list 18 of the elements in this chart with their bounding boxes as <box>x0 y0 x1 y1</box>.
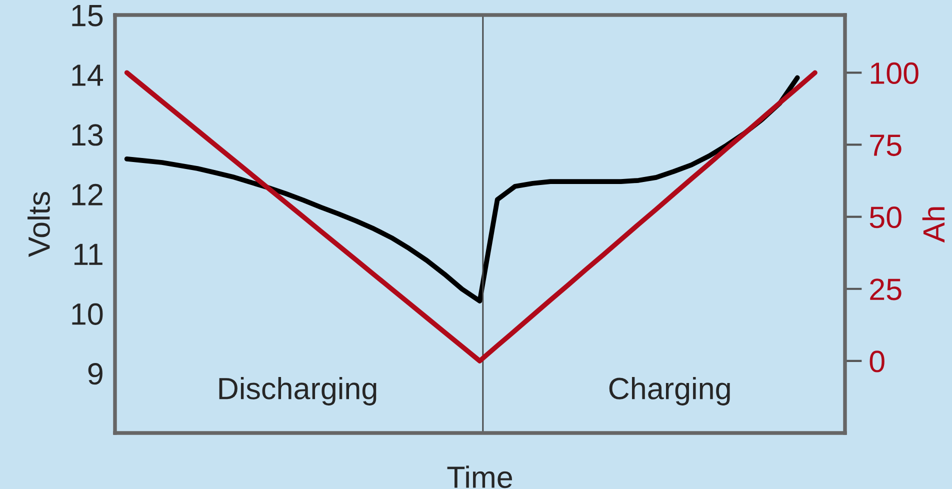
annotation: Discharging <box>219 376 376 406</box>
y-tick-label: 9 <box>88 363 102 385</box>
y2-tick-label: 0 <box>870 350 884 372</box>
line-series <box>124 70 818 364</box>
y2-tick-label: 75 <box>870 134 902 156</box>
y-axis-title: Volts <box>28 192 50 257</box>
y2-axis-title: Ah <box>922 207 945 243</box>
y2-tick-label: 50 <box>870 206 902 228</box>
y-tick-label: 15 <box>72 5 103 26</box>
y2-tick-label: 25 <box>870 278 902 300</box>
y-tick-label: 13 <box>72 124 103 146</box>
y-tick-label: 14 <box>72 64 103 86</box>
x-axis-title: Time <box>447 466 512 488</box>
y2-tick-label: 100 <box>870 62 918 84</box>
annotation: Charging <box>609 376 730 406</box>
y-tick-label: 11 <box>74 244 102 265</box>
y-tick-label: 10 <box>72 303 103 325</box>
y-tick-label: 12 <box>72 184 102 206</box>
